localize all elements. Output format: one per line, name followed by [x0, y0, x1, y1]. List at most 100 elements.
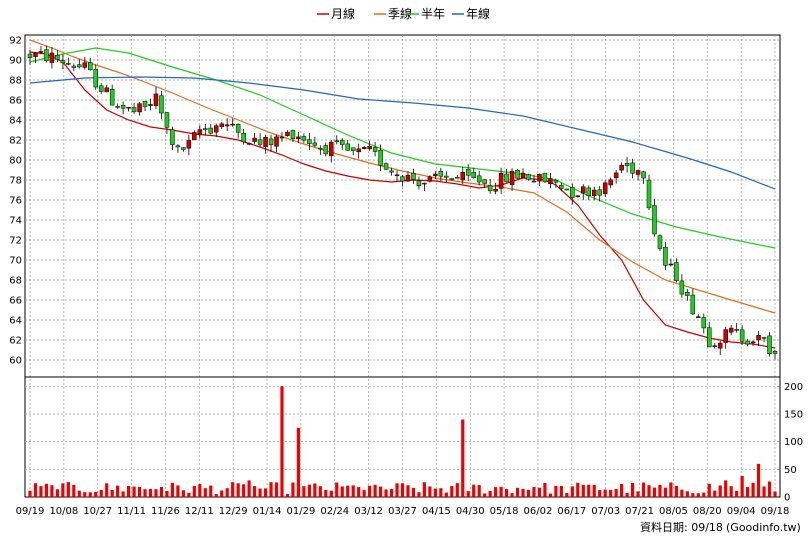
volume-bars	[28, 386, 777, 497]
x-tick-label: 07/03	[591, 506, 620, 517]
volume-bar	[773, 491, 777, 497]
volume-bar	[351, 485, 355, 497]
candle-body	[471, 172, 476, 178]
candle-body	[323, 145, 329, 155]
volume-bar	[28, 490, 32, 497]
candle-body	[438, 170, 444, 177]
candle-body	[696, 316, 701, 318]
candle-body	[131, 107, 137, 113]
candle-body	[597, 189, 602, 196]
candle-body	[455, 176, 460, 179]
candle-body	[153, 93, 159, 106]
volume-tick-label: 200	[784, 382, 803, 393]
candle-body	[707, 327, 712, 348]
volume-bar	[702, 492, 706, 497]
x-tick-label: 02/24	[320, 506, 349, 517]
volume-bar	[504, 489, 509, 497]
volume-bar	[587, 484, 591, 497]
candle-body	[356, 148, 361, 153]
volume-bar	[329, 490, 333, 497]
x-tick-label: 06/17	[557, 506, 586, 517]
volume-bar	[691, 493, 695, 497]
price-tick-label: 84	[9, 116, 22, 127]
volume-bar	[247, 480, 251, 497]
x-tick-label: 03/27	[388, 506, 417, 517]
volume-bar	[641, 482, 646, 497]
ma-line-年線	[29, 76, 776, 190]
x-tick-label: 09/04	[727, 506, 756, 517]
candle-body	[498, 173, 504, 189]
price-tick-label: 72	[9, 236, 22, 247]
candle-body	[427, 176, 433, 182]
candle-body	[126, 106, 131, 109]
candle-body	[290, 130, 296, 139]
price-tick-label: 76	[9, 196, 22, 207]
volume-bar	[214, 494, 218, 497]
candle-body	[301, 136, 307, 141]
volume-bar	[318, 486, 322, 497]
x-tick-label: 03/12	[354, 506, 383, 517]
volume-bar	[242, 484, 246, 497]
volume-bar	[307, 484, 311, 497]
candle-body	[241, 132, 246, 143]
volume-bar	[296, 427, 301, 497]
candle-body	[717, 342, 723, 349]
candle-body	[652, 205, 657, 235]
volume-bar	[515, 487, 520, 497]
volume-bar	[466, 491, 470, 497]
volume-bar	[422, 482, 427, 497]
price-tick-label: 90	[9, 56, 22, 67]
candle-body	[214, 125, 219, 133]
volume-bar	[258, 488, 262, 497]
volume-bar	[713, 490, 717, 497]
candle-body	[186, 140, 192, 149]
volume-bar	[488, 490, 492, 497]
candle-body	[257, 139, 263, 145]
volume-bar	[373, 484, 377, 497]
volume-bar	[680, 489, 684, 497]
candle-body	[312, 142, 318, 146]
volume-tick-label: 100	[784, 437, 803, 448]
x-tick-label: 10/08	[49, 506, 78, 517]
volume-bar	[598, 490, 602, 497]
candlesticks	[27, 45, 778, 360]
candle-body	[772, 351, 778, 354]
volume-bar	[192, 485, 196, 497]
volume-bar	[444, 492, 448, 497]
legend-half-year: 半年	[421, 7, 445, 21]
candle-body	[389, 170, 394, 173]
data-date-label: 資料日期: 09/18	[640, 520, 723, 534]
source-label: (Goodinfo.tw)	[726, 521, 801, 534]
volume-bar	[143, 489, 147, 497]
candle-body	[60, 60, 66, 64]
candle-body	[334, 140, 340, 143]
volume-bar	[592, 484, 596, 497]
candle-body	[329, 141, 334, 157]
volume-bar	[291, 482, 295, 497]
candle-body	[422, 182, 427, 185]
x-tick-label: 01/29	[286, 506, 315, 517]
volume-bar	[472, 484, 476, 497]
volume-bar	[154, 489, 158, 497]
volume-bar	[411, 487, 416, 497]
price-tick-label: 66	[9, 296, 22, 307]
volume-bar	[740, 475, 744, 497]
volume-bar	[614, 489, 618, 497]
volume-bar	[406, 485, 410, 497]
volume-bar	[510, 493, 514, 497]
volume-bar	[313, 483, 317, 497]
ma-line-季線	[29, 39, 776, 314]
x-tick-label: 12/29	[219, 506, 248, 517]
candle-body	[465, 169, 471, 176]
candle-body	[581, 186, 586, 194]
candle-body	[542, 172, 548, 183]
candle-body	[564, 188, 570, 191]
volume-bar	[609, 489, 613, 497]
candle-body	[712, 345, 717, 347]
volume-bar	[455, 483, 459, 497]
x-tick-label: 10/27	[83, 506, 112, 517]
volume-bar	[658, 484, 662, 497]
volume-bar	[652, 487, 657, 497]
candle-body	[307, 139, 312, 144]
volume-bar	[121, 491, 125, 497]
